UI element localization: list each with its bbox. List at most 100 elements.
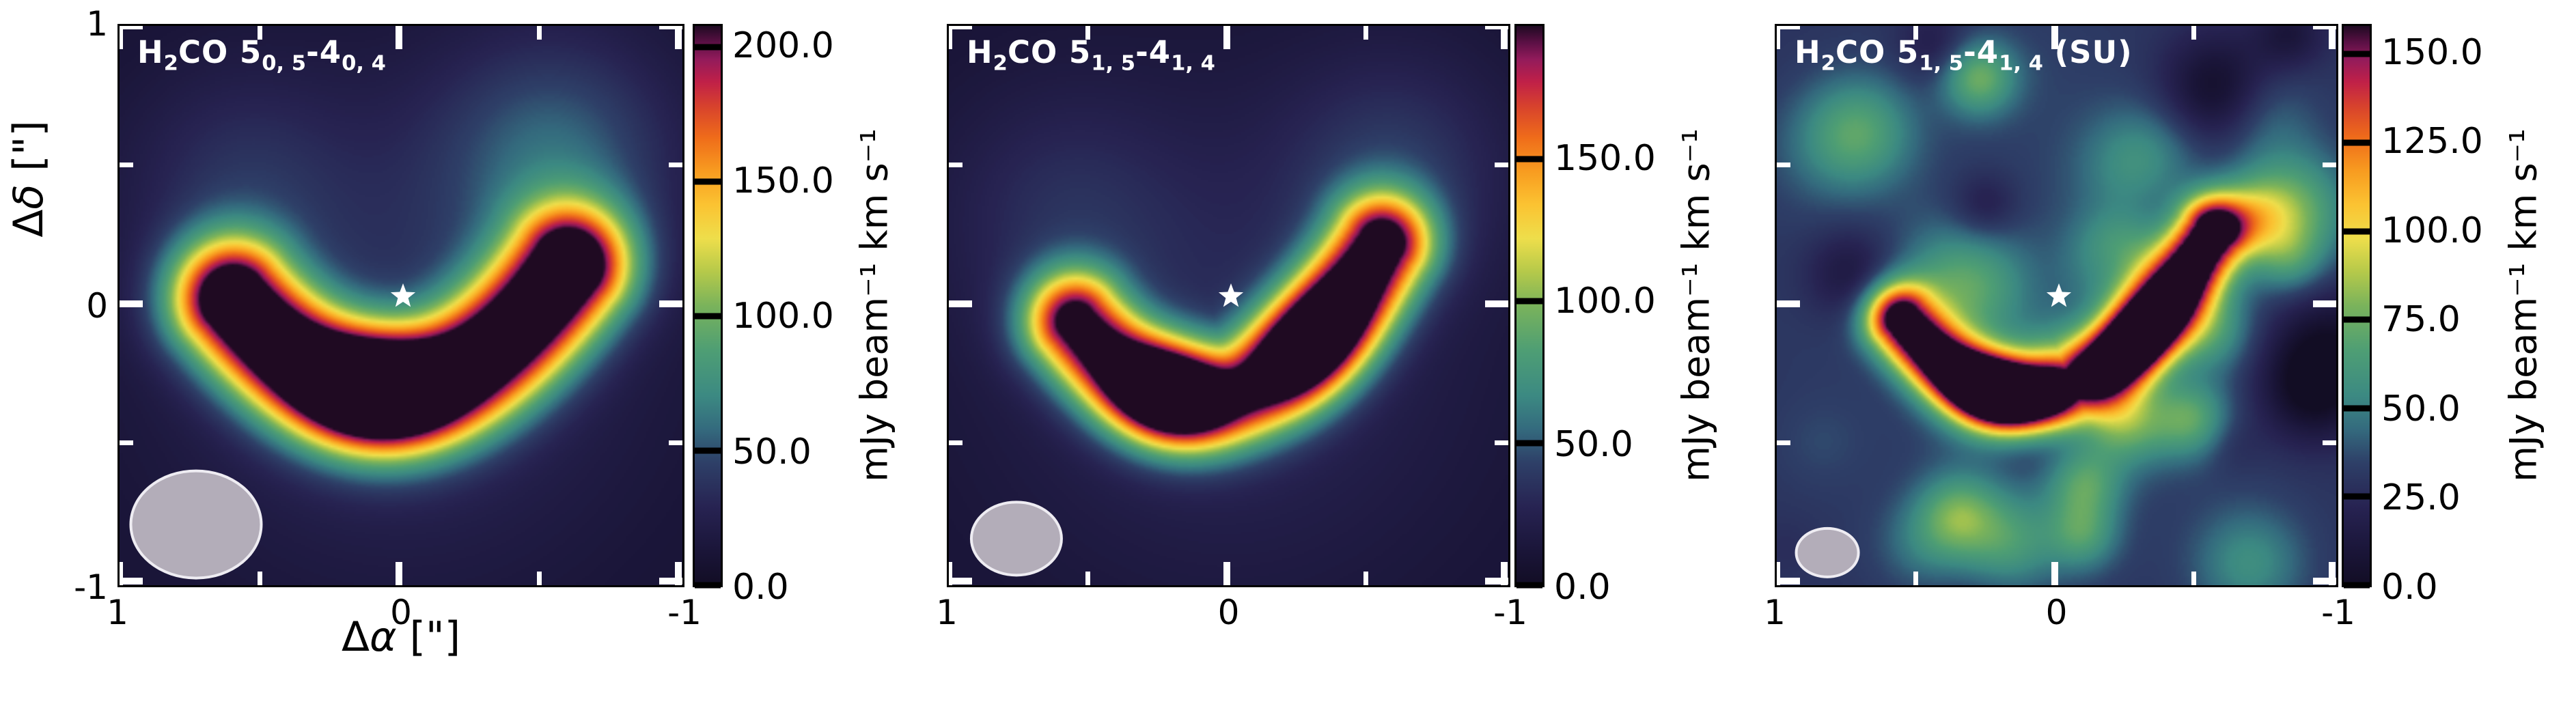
- y-axis-title: Δδ ["]: [5, 120, 53, 237]
- axis-major-tick: [659, 26, 682, 29]
- axis-major-tick: [1223, 562, 1230, 585]
- beam-ellipse: [969, 501, 1064, 577]
- colorbar-tick-label: 150.0: [1554, 138, 1656, 179]
- colorbar-tick-label: 50.0: [2381, 389, 2461, 430]
- axis-major-tick: [120, 26, 123, 49]
- colorbar-tick-label: 150.0: [732, 160, 834, 201]
- beam-ellipse: [129, 469, 263, 580]
- colorbar-tick-label: 100.0: [1554, 281, 1656, 322]
- colorbar-tick-label: 25.0: [2381, 477, 2461, 518]
- axis-major-tick: [659, 300, 682, 307]
- text-segment: CO 5: [1007, 34, 1092, 70]
- axis-major-tick: [2313, 578, 2336, 585]
- colorbar-tick-label: 150.0: [2381, 32, 2483, 73]
- axis-major-tick: [2313, 300, 2336, 307]
- x-tick-label: 1: [936, 593, 958, 632]
- beam-ellipse: [1795, 527, 1860, 578]
- colorbar-tick-label: 0.0: [2381, 567, 2438, 608]
- text-segment: CO 5: [178, 34, 262, 70]
- colorbar-tick-label: 75.0: [2381, 299, 2461, 340]
- colorbar-tick: [695, 447, 721, 454]
- axis-major-tick: [949, 300, 972, 307]
- colorbar-tick: [2344, 51, 2370, 57]
- axis-minor-tick: [120, 162, 133, 167]
- x-tick-label: -1: [1493, 593, 1527, 632]
- axis-minor-tick: [669, 440, 682, 445]
- axis-major-tick: [1777, 300, 1800, 307]
- axis-major-tick: [1777, 578, 1800, 585]
- colorbar-tick: [2344, 316, 2370, 323]
- text-segment: α: [369, 613, 397, 661]
- axis-major-tick: [2329, 562, 2336, 585]
- axis-minor-tick: [1085, 572, 1090, 585]
- colorbar-1: [693, 24, 723, 589]
- colorbar-tick: [695, 44, 721, 51]
- text-segment: Δ: [341, 613, 370, 661]
- axis-minor-tick: [1913, 26, 1918, 40]
- text-segment: 2: [163, 51, 178, 76]
- axis-minor-tick: [257, 26, 262, 40]
- moment-map-panel-1: H2CO 50, 5-40, 4: [117, 24, 684, 587]
- text-segment: (SU): [2042, 34, 2133, 70]
- axis-major-tick: [949, 26, 972, 29]
- x-axis-title: Δα ["]: [342, 613, 460, 661]
- text-segment: 2: [993, 51, 1008, 76]
- text-segment: 0, 5: [262, 51, 307, 76]
- colorbar-tick: [695, 582, 721, 589]
- axis-major-tick: [659, 578, 682, 585]
- axis-minor-tick: [1913, 572, 1918, 585]
- text-segment: 1, 4: [1171, 51, 1215, 76]
- x-tick-label: 1: [1764, 593, 1786, 632]
- colorbar-tick: [2344, 228, 2370, 235]
- colorbar-tick: [1516, 582, 1542, 589]
- axis-minor-tick: [1777, 440, 1790, 445]
- axis-major-tick: [2329, 26, 2336, 49]
- colorbar-2-unit-label: mJy beam⁻¹ km s⁻¹: [1674, 128, 1718, 482]
- colorbar-tick: [2344, 405, 2370, 412]
- colorbar-tick: [2344, 582, 2370, 589]
- x-tick-label: 0: [1217, 593, 1240, 632]
- axis-major-tick: [1777, 562, 1780, 585]
- axis-minor-tick: [1363, 572, 1368, 585]
- x-tick-label: -1: [667, 593, 702, 632]
- axis-major-tick: [949, 578, 972, 585]
- x-tick-label: 0: [2045, 593, 2068, 632]
- axis-minor-tick: [2191, 572, 2196, 585]
- text-segment: -4: [306, 34, 342, 70]
- axis-minor-tick: [1085, 26, 1090, 40]
- y-tick-label: 1: [86, 4, 108, 44]
- axis-minor-tick: [120, 440, 133, 445]
- colorbar-tick: [695, 178, 721, 185]
- colorbar-tick: [1516, 156, 1542, 163]
- axis-minor-tick: [536, 26, 542, 40]
- colorbar-tick-label: 200.0: [732, 25, 834, 66]
- axis-minor-tick: [2191, 26, 2196, 40]
- axis-minor-tick: [1495, 440, 1508, 445]
- colorbar-tick: [1516, 298, 1542, 305]
- moment-map-panel-2: H2CO 51, 5-41, 4: [947, 24, 1510, 587]
- axis-minor-tick: [949, 440, 962, 445]
- colorbar-tick-label: 100.0: [732, 296, 834, 337]
- y-tick-label: -1: [74, 567, 108, 607]
- x-tick-label: 1: [107, 593, 128, 632]
- colorbar-3-gradient: [2344, 26, 2370, 585]
- text-segment: 1, 5: [1091, 51, 1136, 76]
- colorbar-2-gradient: [1516, 26, 1542, 585]
- axis-major-tick: [1485, 578, 1508, 585]
- axis-major-tick: [2313, 26, 2336, 29]
- axis-major-tick: [120, 300, 143, 307]
- colorbar-tick-label: 50.0: [732, 432, 812, 473]
- text-segment: -4: [1135, 34, 1172, 70]
- text-segment: 2: [1820, 51, 1836, 76]
- axis-major-tick: [1485, 26, 1508, 29]
- x-tick-label: -1: [2321, 593, 2355, 632]
- star-marker-icon: [2046, 283, 2071, 307]
- axis-minor-tick: [536, 572, 542, 585]
- text-segment: δ: [5, 184, 53, 210]
- colorbar-3: [2342, 24, 2372, 589]
- axis-major-tick: [396, 562, 402, 585]
- colorbar-tick-label: 100.0: [2381, 210, 2483, 251]
- colorbar-tick: [1516, 440, 1542, 447]
- axis-major-tick: [949, 26, 952, 49]
